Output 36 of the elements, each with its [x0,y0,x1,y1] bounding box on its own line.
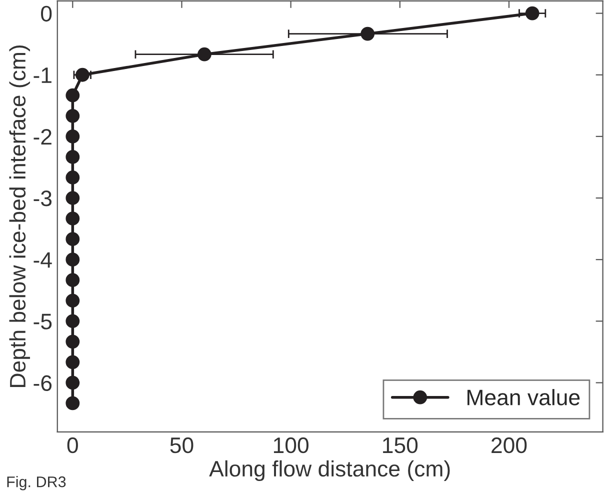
point [360,26,375,41]
point [66,191,80,205]
point [66,108,80,123]
x-axis-title: Along flow distance (cm) [209,460,450,482]
point [66,88,80,102]
point [66,129,80,144]
y-tick-label: -6 [34,375,52,391]
legend-label: Mean value [468,389,580,406]
point [66,273,80,288]
y-tick-label: -4 [34,252,52,268]
point [76,68,90,82]
point [66,252,80,267]
point [197,47,212,62]
y-tick-label: -3 [34,190,52,206]
point [66,355,80,370]
point [66,150,80,164]
y-tick-label: -2 [34,128,52,144]
text: Fig. DR3 [7,476,66,490]
point [66,212,80,226]
point [525,6,540,20]
x-tick-label: 100 [274,437,308,454]
x-tick-label: 0 [67,437,78,454]
x-tick-label: 50 [170,437,194,454]
point [66,334,80,349]
point [66,232,80,246]
x-tick-label: 200 [492,437,527,454]
y-tick-label: -1 [34,68,52,83]
x-tick-label: 150 [383,437,418,454]
y-tick-label: 0 [41,6,52,22]
point [66,314,80,328]
y-axis-title: Depth below ice-bed interface (cm) [9,46,30,387]
point [66,396,80,410]
point [66,376,80,390]
point [66,294,80,308]
point [66,170,80,184]
y-tick-label: -5 [34,314,52,330]
